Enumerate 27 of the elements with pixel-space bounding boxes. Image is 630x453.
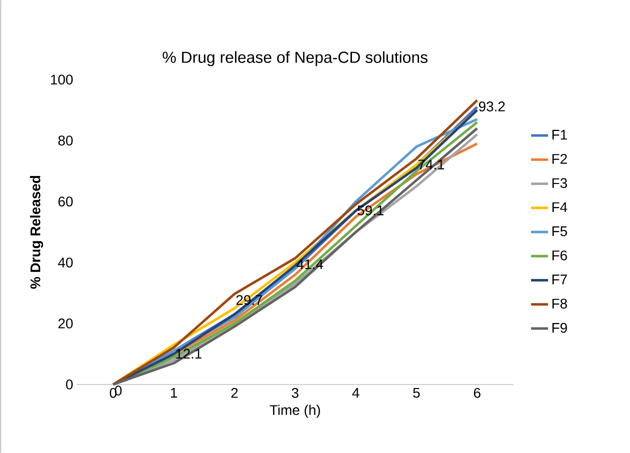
y-tick-label: 40 xyxy=(58,258,73,268)
data-label: 12.1 xyxy=(176,348,202,359)
y-tick-label: 60 xyxy=(58,196,73,207)
y-tick-label: 0 xyxy=(66,380,73,390)
legend-label: F5 xyxy=(552,226,568,236)
x-tick-label: 3 xyxy=(292,388,298,398)
x-axis-title: Time (h) xyxy=(270,404,320,418)
x-tick-label: 5 xyxy=(413,388,420,398)
chart-title: % Drug release of Nepa-CD solutions xyxy=(162,51,428,66)
y-axis-title: % Drug Released xyxy=(30,176,44,289)
data-label: 93.2 xyxy=(478,102,505,112)
y-tick-label: 100 xyxy=(51,74,73,85)
legend-label: F4 xyxy=(552,202,568,212)
x-tick-label: 4 xyxy=(352,388,360,398)
legend-label: F9 xyxy=(552,323,567,333)
y-tick-label: 20 xyxy=(58,318,73,329)
x-tick-label: 1 xyxy=(171,388,178,398)
legend-label: F2 xyxy=(552,154,567,164)
data-label: 29.7 xyxy=(236,295,262,306)
x-tick-label: 6 xyxy=(474,388,480,398)
x-tick-label: 2 xyxy=(231,388,238,398)
y-tick-label: 80 xyxy=(58,136,73,146)
legend-label: F3 xyxy=(552,178,567,188)
legend-label: F1 xyxy=(552,130,567,140)
legend-label: F7 xyxy=(552,274,567,284)
legend-label: F6 xyxy=(552,250,567,260)
legend-label: F8 xyxy=(552,298,567,309)
